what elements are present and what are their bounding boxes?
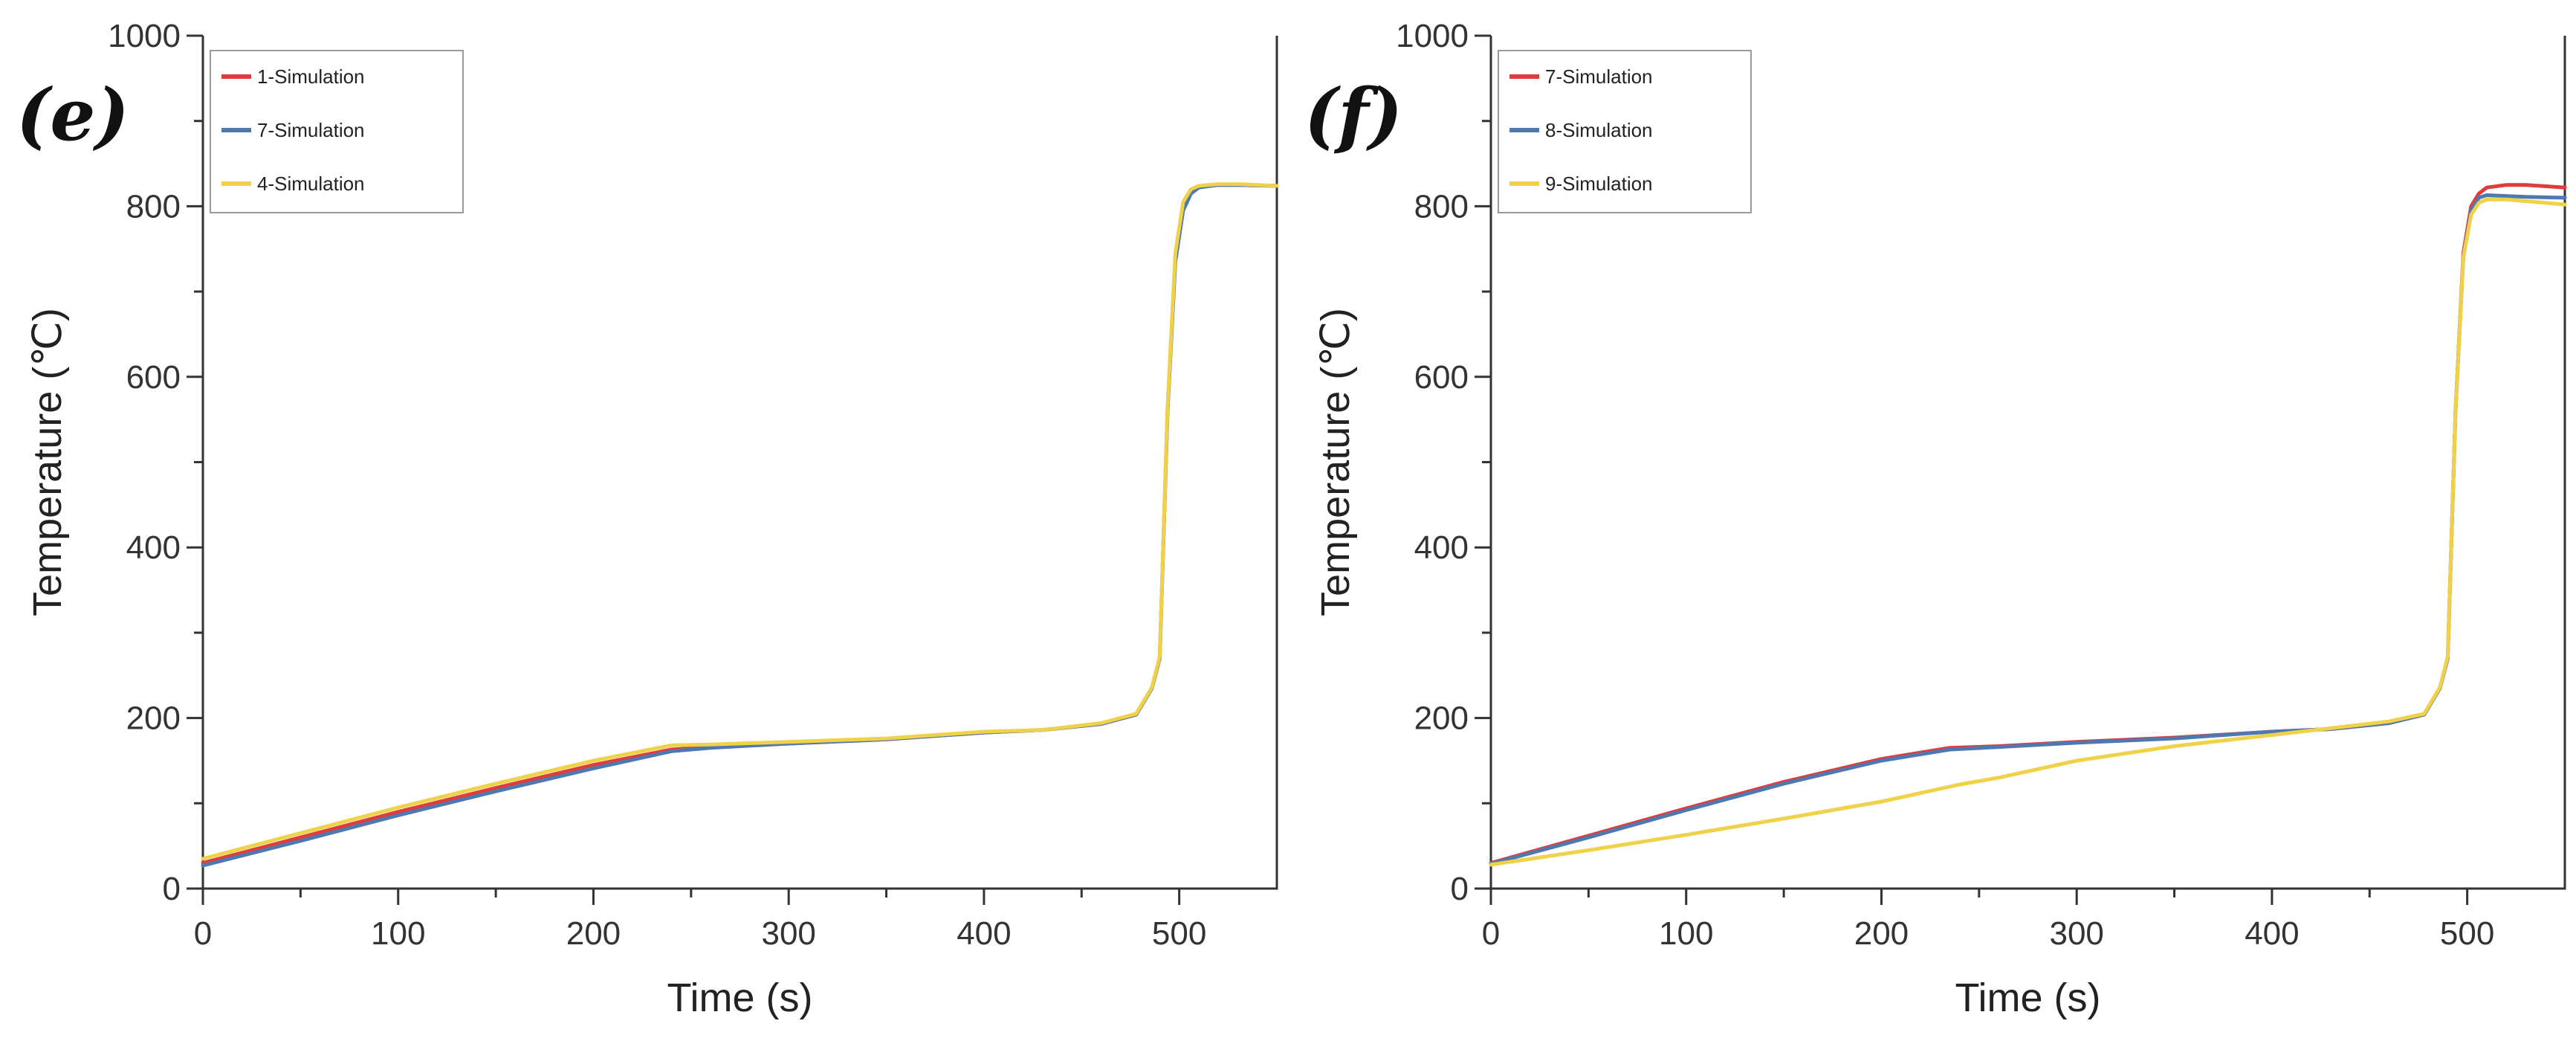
series-line-1-simulation — [201, 183, 1279, 866]
y-tick-label: 800 — [1414, 188, 1469, 225]
series-line-9-simulation — [1489, 197, 2567, 867]
y-tick-label: 600 — [1414, 359, 1469, 396]
y-tick-label: 800 — [126, 188, 181, 225]
x-tick-label: 200 — [1854, 915, 1909, 952]
y-tick-label: 0 — [1451, 871, 1469, 907]
chart-panel-e: 0 200 400 600 800 1000 0 100 200 300 400 500 Time (s… — [16, 18, 1279, 1020]
x-tick-label: 400 — [957, 915, 1011, 952]
y-tick-label: 400 — [126, 529, 181, 566]
x-tick-label: 100 — [371, 915, 425, 952]
series-line-7-simulation — [1489, 183, 2567, 866]
y-tick-label: 0 — [163, 871, 181, 907]
x-axis-title: Time (s) — [1955, 976, 2101, 1020]
legend-box — [1498, 50, 1752, 213]
series-line-7-simulation — [201, 183, 1279, 868]
y-axis-title: Temperature (℃) — [1313, 308, 1358, 616]
series-line-4-simulation — [201, 182, 1279, 861]
legend-label: 8-Simulation — [1545, 119, 1653, 141]
legend-label: 7-Simulation — [257, 119, 365, 141]
x-tick-label: 100 — [1659, 915, 1713, 952]
y-tick-label: 400 — [1414, 529, 1469, 566]
panel-label: (f) — [1304, 73, 1402, 157]
x-axis-title: Time (s) — [667, 976, 813, 1020]
series-line-8-simulation — [1489, 193, 2567, 866]
legend-box — [210, 50, 464, 213]
x-tick-label: 500 — [1152, 915, 1206, 952]
x-tick-label: 0 — [1482, 915, 1500, 952]
x-tick-label: 0 — [194, 915, 212, 952]
y-tick-label: 600 — [126, 359, 181, 396]
x-tick-label: 500 — [2440, 915, 2494, 952]
x-tick-label: 300 — [2049, 915, 2103, 952]
y-axis-title: Temperature (℃) — [25, 308, 70, 616]
chart-panel-f: 0 200 400 600 800 1000 0 100 200 300 400 500 Time (s… — [1304, 18, 2567, 1020]
x-tick-label: 200 — [566, 915, 621, 952]
panel-label: (e) — [16, 73, 129, 157]
legend-label: 4-Simulation — [257, 173, 365, 195]
legend: 1-Simulation 7-Simulation 4-Simulation — [210, 50, 464, 213]
x-tick-label: 300 — [761, 915, 815, 952]
y-tick-label: 1000 — [108, 18, 181, 54]
legend-label: 7-Simulation — [1545, 65, 1653, 88]
y-tick-label: 200 — [126, 700, 181, 737]
legend: 7-Simulation 8-Simulation 9-Simulation — [1498, 50, 1752, 213]
legend-label: 1-Simulation — [257, 65, 365, 88]
legend-label: 9-Simulation — [1545, 173, 1653, 195]
y-tick-label: 1000 — [1396, 18, 1469, 54]
x-tick-label: 400 — [2245, 915, 2299, 952]
y-tick-label: 200 — [1414, 700, 1469, 737]
